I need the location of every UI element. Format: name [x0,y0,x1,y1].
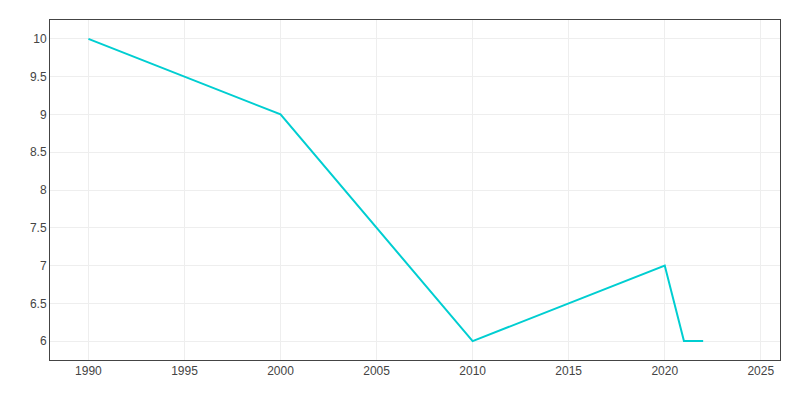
svg-text:2000: 2000 [267,364,294,378]
svg-text:8: 8 [40,183,47,197]
svg-text:1995: 1995 [171,364,198,378]
svg-text:2020: 2020 [651,364,678,378]
svg-text:7: 7 [40,259,47,273]
svg-text:1990: 1990 [75,364,102,378]
svg-text:8.5: 8.5 [30,145,47,159]
svg-text:2010: 2010 [459,364,486,378]
svg-text:10: 10 [33,32,47,46]
svg-text:7.5: 7.5 [30,221,47,235]
svg-text:9.5: 9.5 [30,70,47,84]
svg-text:2025: 2025 [747,364,774,378]
svg-text:6: 6 [40,334,47,348]
svg-text:2015: 2015 [555,364,582,378]
svg-text:6.5: 6.5 [30,297,47,311]
svg-text:9: 9 [40,108,47,122]
svg-text:2005: 2005 [363,364,390,378]
